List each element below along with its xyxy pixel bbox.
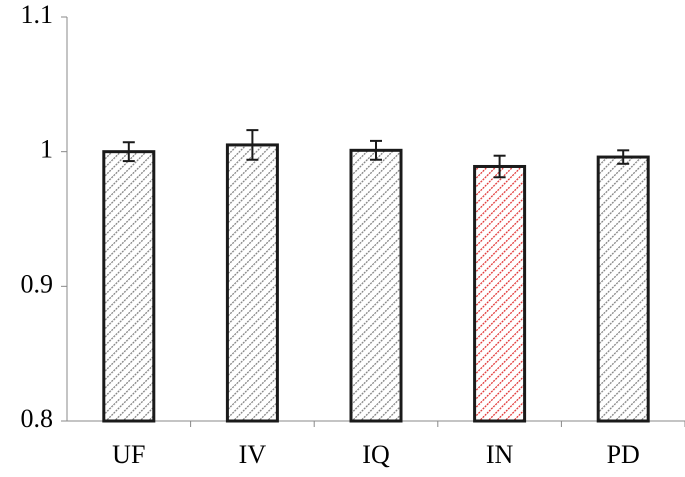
y-tick-label: 1	[40, 135, 53, 164]
bar	[102, 150, 156, 423]
y-tick-label: 1.1	[21, 0, 54, 29]
bar	[473, 164, 527, 423]
bar	[349, 148, 403, 423]
x-tick-label: IV	[239, 440, 267, 469]
y-tick-label: 0.9	[21, 269, 54, 298]
x-tick-label: IQ	[362, 440, 390, 469]
x-tick-label: IN	[486, 440, 514, 469]
error-bar	[370, 139, 382, 161]
x-tick-label: UF	[112, 440, 145, 469]
error-bar	[246, 129, 259, 161]
error-bar	[617, 149, 630, 165]
error-bar	[122, 141, 135, 163]
error-bar	[493, 154, 506, 179]
bar	[596, 155, 650, 423]
bar	[225, 143, 279, 423]
y-tick-label: 0.8	[21, 404, 54, 433]
x-tick-label: PD	[607, 440, 640, 469]
